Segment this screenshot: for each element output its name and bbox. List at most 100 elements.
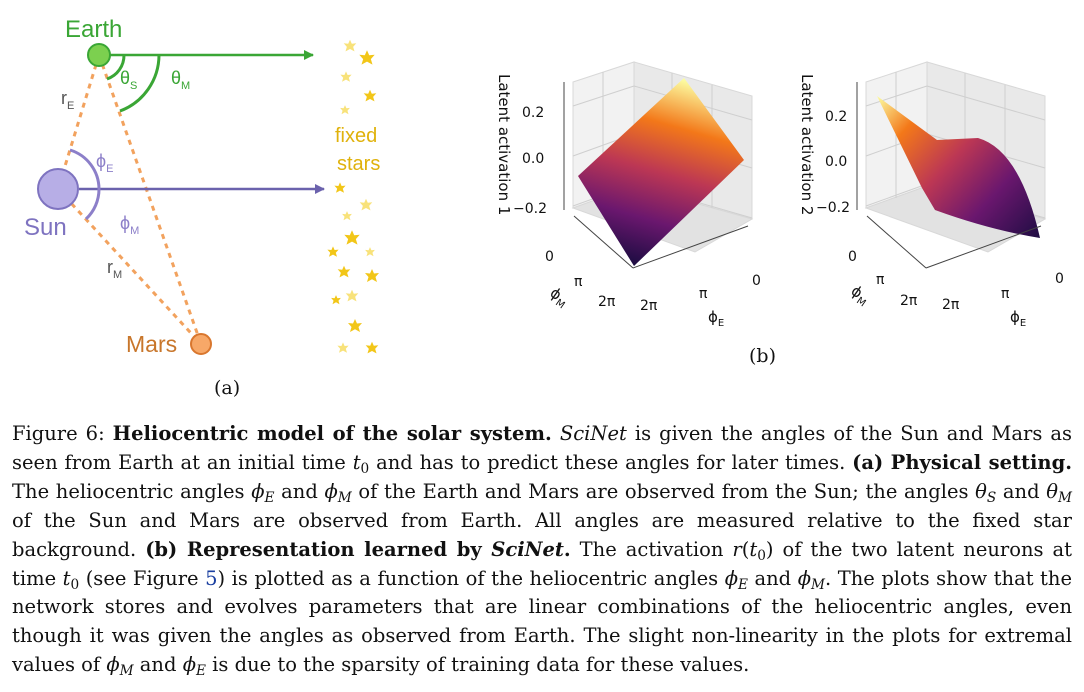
r-e-label: rE	[61, 88, 74, 112]
caption-math: ϕ	[324, 479, 338, 503]
phi-e-axis-line	[632, 225, 749, 269]
star-icon	[343, 39, 357, 52]
z-tick-label: 0.2	[825, 109, 847, 125]
phi-e-tick-label: 0	[752, 273, 761, 289]
caption-math: E	[195, 663, 206, 680]
caption-math: ϕ	[797, 566, 811, 590]
figure-caption: Figure 6: Heliocentric model of the sola…	[12, 420, 1072, 680]
figure: Earth Sun Mars θS θM ϕE ϕM rE rM fixed s…	[24, 16, 1064, 399]
theta-m-arc	[119, 54, 161, 113]
caption-text: and	[274, 479, 325, 503]
caption-text: is given the angles of the Sun and Mars …	[12, 422, 1072, 474]
z-tick-label: 0.0	[825, 154, 847, 170]
caption-math: M	[119, 663, 134, 680]
phi-e-tick-label: π	[699, 286, 708, 302]
fixed-stars-label-2: stars	[337, 153, 380, 175]
panel-a: Earth Sun Mars θS θM ϕE ϕM rE rM fixed s…	[24, 16, 380, 399]
star-icon	[331, 295, 341, 305]
panel-b-label: (b)	[749, 345, 776, 367]
theta-m-label: θM	[171, 68, 190, 92]
caption-math: θ	[975, 479, 987, 503]
phi-m-tick-label: π	[574, 274, 583, 290]
caption-text: and	[996, 479, 1047, 503]
fixed-stars	[327, 39, 379, 354]
caption-text: is due to the sparsity of training data …	[205, 653, 750, 677]
caption-text: The heliocentric angles	[12, 479, 252, 503]
caption-heading-a: (a) Physical setting.	[852, 450, 1073, 474]
caption-text: The activation	[570, 537, 733, 561]
surface-plot-1: 0.2 0.0 −0.2 Latent activation 1 0 π 2π …	[495, 61, 761, 329]
caption-math: (	[741, 537, 750, 561]
star-icon	[365, 341, 379, 354]
phi-m-tick-label: 0	[848, 249, 857, 265]
z-tick-label: 0.2	[522, 105, 544, 121]
phi-m-tick-label: 2π	[598, 294, 616, 310]
caption-heading-b: SciNet	[491, 537, 564, 561]
caption-math: ϕ	[182, 653, 196, 677]
star-icon	[359, 50, 375, 65]
earth-sun-line	[56, 54, 101, 190]
caption-title: Heliocentric model of the solar system.	[112, 422, 552, 445]
phi-m-axis-label: ϕM	[846, 282, 873, 310]
caption-math: r	[732, 537, 742, 561]
star-icon	[337, 265, 351, 278]
phi-e-label: ϕE	[96, 151, 113, 175]
caption-text: of the two latent neurons at time	[12, 537, 1072, 590]
caption-math: S	[986, 489, 997, 506]
star-icon	[365, 269, 379, 282]
caption-math: )	[765, 537, 774, 561]
surface-1	[578, 78, 744, 266]
sun-label: Sun	[24, 214, 67, 241]
mars-label: Mars	[126, 331, 177, 357]
phi-m-tick-label: π	[876, 272, 885, 288]
phi-e-tick-label: 2π	[942, 297, 960, 313]
phi-m-axis-label: ϕM	[545, 284, 572, 312]
star-icon	[337, 342, 349, 353]
theta-s-label: θS	[120, 68, 137, 92]
mars-icon	[190, 333, 212, 355]
caption-math: E	[738, 576, 748, 593]
caption-text: (see Figure	[79, 566, 206, 590]
phi-m-tick-label: 0	[545, 249, 554, 265]
earth-icon	[87, 43, 111, 67]
surface-2	[877, 96, 1040, 238]
caption-math: ϕ	[251, 479, 265, 503]
caption-math: θ	[1046, 479, 1059, 503]
caption-figure-number: Figure 6:	[12, 422, 105, 445]
panel-a-label: (a)	[214, 377, 240, 399]
caption-math: ϕ	[724, 566, 738, 590]
phi-e-axis-line	[925, 225, 1042, 269]
caption-math: t	[62, 566, 71, 590]
phi-m-arc	[84, 188, 101, 221]
caption-heading-b: (b) Representation learned by	[145, 537, 492, 561]
sun-icon	[37, 168, 79, 210]
figure-5-link[interactable]: 5	[205, 566, 218, 590]
fixed-stars-label-1: fixed	[335, 125, 377, 147]
surface-plot-2: 0.2 0.0 −0.2 Latent activation 2 0 π 2π …	[798, 61, 1064, 329]
star-icon	[340, 71, 352, 82]
star-icon	[365, 247, 375, 257]
caption-math: E	[264, 489, 275, 506]
z-axis-label: Latent activation 1	[495, 74, 513, 215]
caption-text: of the Sun and Mars are observed from Ea…	[12, 508, 1072, 561]
phi-e-tick-label: π	[1001, 286, 1010, 302]
caption-text: and	[133, 653, 183, 677]
caption-math: M	[811, 576, 825, 593]
phi-e-axis-label: ϕE	[1010, 308, 1026, 329]
star-icon	[363, 89, 377, 102]
earth-mars-line	[97, 54, 203, 345]
caption-text: and	[747, 566, 798, 590]
caption-text: . The plots show that the network stores…	[12, 566, 1072, 677]
theta-s-arc	[106, 54, 126, 81]
star-icon	[348, 319, 362, 332]
caption-math: M	[337, 489, 352, 506]
caption-heading-b: .	[563, 537, 571, 561]
phi-m-axis-line	[866, 215, 927, 269]
z-axis-label: Latent activation 2	[798, 74, 816, 215]
star-icon	[359, 198, 373, 211]
caption-text: of the Earth and Mars are observed from …	[351, 479, 976, 503]
star-icon	[340, 105, 350, 115]
caption-math: 0	[360, 461, 370, 477]
caption-math: 0	[70, 576, 80, 593]
caption-math: M	[1058, 489, 1072, 506]
